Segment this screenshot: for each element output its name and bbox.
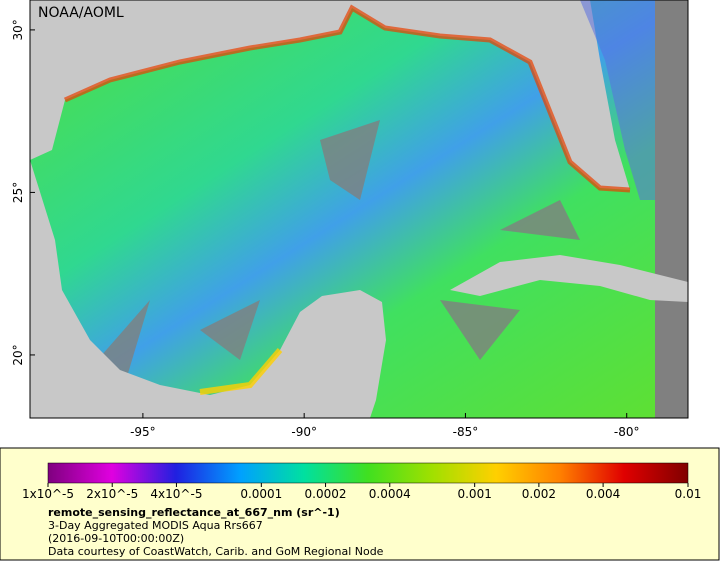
y-tick-label: 30° [11, 19, 25, 40]
y-tick-label: 25° [11, 182, 25, 203]
x-tick-label: -85° [453, 425, 479, 439]
x-tick-label: -95° [130, 425, 156, 439]
colorbar-tick-label: 0.0001 [240, 487, 282, 501]
coastal-signal [199, 348, 283, 395]
colorbar-tick-label: 0.0004 [369, 487, 411, 501]
colorbar-tick-label: 4x10^-5 [150, 487, 202, 501]
colorbar-tick-label: 0.001 [457, 487, 491, 501]
colorbar-tick-label: 0.002 [522, 487, 556, 501]
colorbar-tick-label: 1x10^-5 [22, 487, 74, 501]
colorbar-tick-label: 0.0002 [305, 487, 347, 501]
x-tick-label: -80° [614, 425, 640, 439]
variable-name: remote_sensing_reflectance_at_667_nm (sr… [48, 506, 340, 519]
credit: Data courtesy of CoastWatch, Carib. and … [48, 545, 384, 558]
land [30, 0, 630, 190]
x-tick-label: -90° [291, 425, 317, 439]
atlantic-data [580, 0, 655, 200]
land [30, 160, 386, 418]
no-data [655, 0, 688, 418]
coastal-signal [63, 4, 631, 193]
land [450, 255, 688, 302]
watermark: NOAA/AOML [38, 5, 124, 21]
colorbar-tick-label: 0.01 [675, 487, 702, 501]
map-frame [29, 0, 689, 419]
map-area [30, 0, 688, 418]
time-label: (2016-09-10T00:00:00Z) [48, 532, 184, 545]
dataset-name: 3-Day Aggregated MODIS Aqua Rrs667 [48, 519, 263, 532]
y-tick-label: 20° [11, 344, 25, 365]
colorbar [47, 462, 689, 484]
colorbar-tick-label: 0.004 [586, 487, 620, 501]
colorbar-tick-label: 2x10^-5 [86, 487, 138, 501]
